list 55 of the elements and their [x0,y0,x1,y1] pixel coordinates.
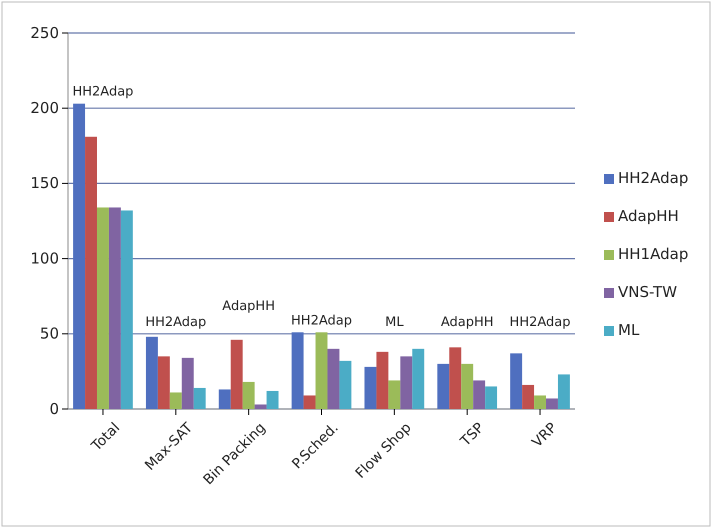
bar [364,366,376,409]
bar [461,364,474,409]
bar [108,207,121,409]
bar [218,389,231,409]
bar [182,358,194,409]
bar [412,348,424,409]
bar [120,210,133,409]
bar [485,386,498,409]
y-tick-label: 50 [40,324,59,343]
annotation: AdapHH [440,314,494,330]
bar [96,207,109,409]
legend-label: HH1Adap [618,245,688,263]
annotation: ML [385,314,404,330]
bar [266,390,279,409]
legend-label: AdapHH [618,207,679,225]
bar [522,384,534,409]
bar [546,398,558,409]
bar [400,356,412,409]
bar [170,392,182,409]
bar [230,340,243,409]
y-tick-label: 150 [30,174,59,192]
x-tick-label: TSP [457,420,488,450]
legend-label: ML [618,321,640,339]
bar [558,374,570,409]
bar [473,380,486,409]
bar [339,360,352,409]
bar [534,395,546,409]
y-tick-label: 100 [30,249,59,268]
y-tick-label: 0 [49,400,59,418]
y-tick-label: 250 [30,24,59,42]
bar [85,136,97,409]
annotation: HH2Adap [510,314,571,330]
legend-label: VNS-TW [618,283,678,301]
bar [304,395,316,409]
bar [510,353,522,409]
bar [146,336,158,409]
bar [194,388,206,409]
bar [376,352,388,409]
bar [327,348,340,409]
annotation: HH2Adap [291,313,352,328]
annotation: AdapHH [222,298,275,314]
bar [437,364,450,409]
bar [158,356,170,409]
bar [254,404,267,409]
annotation: HH2Adap [72,84,134,100]
annotation: HH2Adap [145,314,206,330]
bar [388,380,400,409]
x-tick-label: VRP [529,420,560,451]
bar [449,347,462,409]
bar [316,332,328,409]
bar [73,104,86,409]
bar [242,382,255,409]
legend-label: HH2Adap [618,169,688,187]
y-tick-label: 200 [30,99,59,117]
bar [292,332,304,409]
